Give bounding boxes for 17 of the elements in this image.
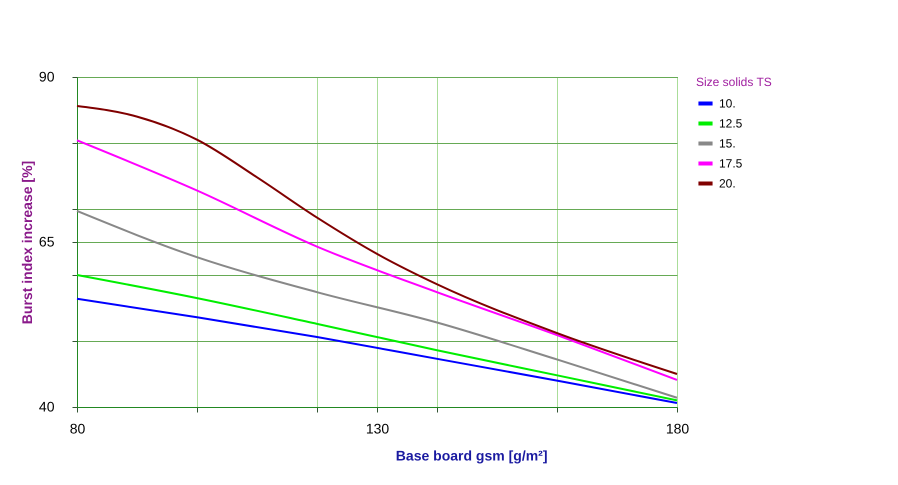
legend-label: 20.: [719, 176, 736, 190]
y-axis-title: Burst index increase [%]: [18, 160, 35, 324]
x-tick-label: 130: [366, 420, 390, 436]
legend-label: 10.: [719, 96, 736, 110]
y-tick-label: 40: [38, 398, 55, 414]
line-series: [76, 298, 678, 404]
y-tick-label: 65: [38, 234, 55, 250]
line-series: [76, 210, 678, 399]
y-tick-label: 90: [38, 68, 55, 84]
line-series: [76, 274, 678, 402]
legend-label: 17.5: [719, 156, 743, 170]
x-tick-label: 180: [666, 420, 690, 436]
legend-label: 15.: [719, 136, 736, 150]
legend-label: 12.5: [719, 116, 743, 130]
x-tick-label: 80: [70, 420, 86, 436]
x-axis-title: Base board gsm [g/m²]: [396, 448, 548, 464]
legend-title: Size solids TS: [696, 75, 772, 89]
